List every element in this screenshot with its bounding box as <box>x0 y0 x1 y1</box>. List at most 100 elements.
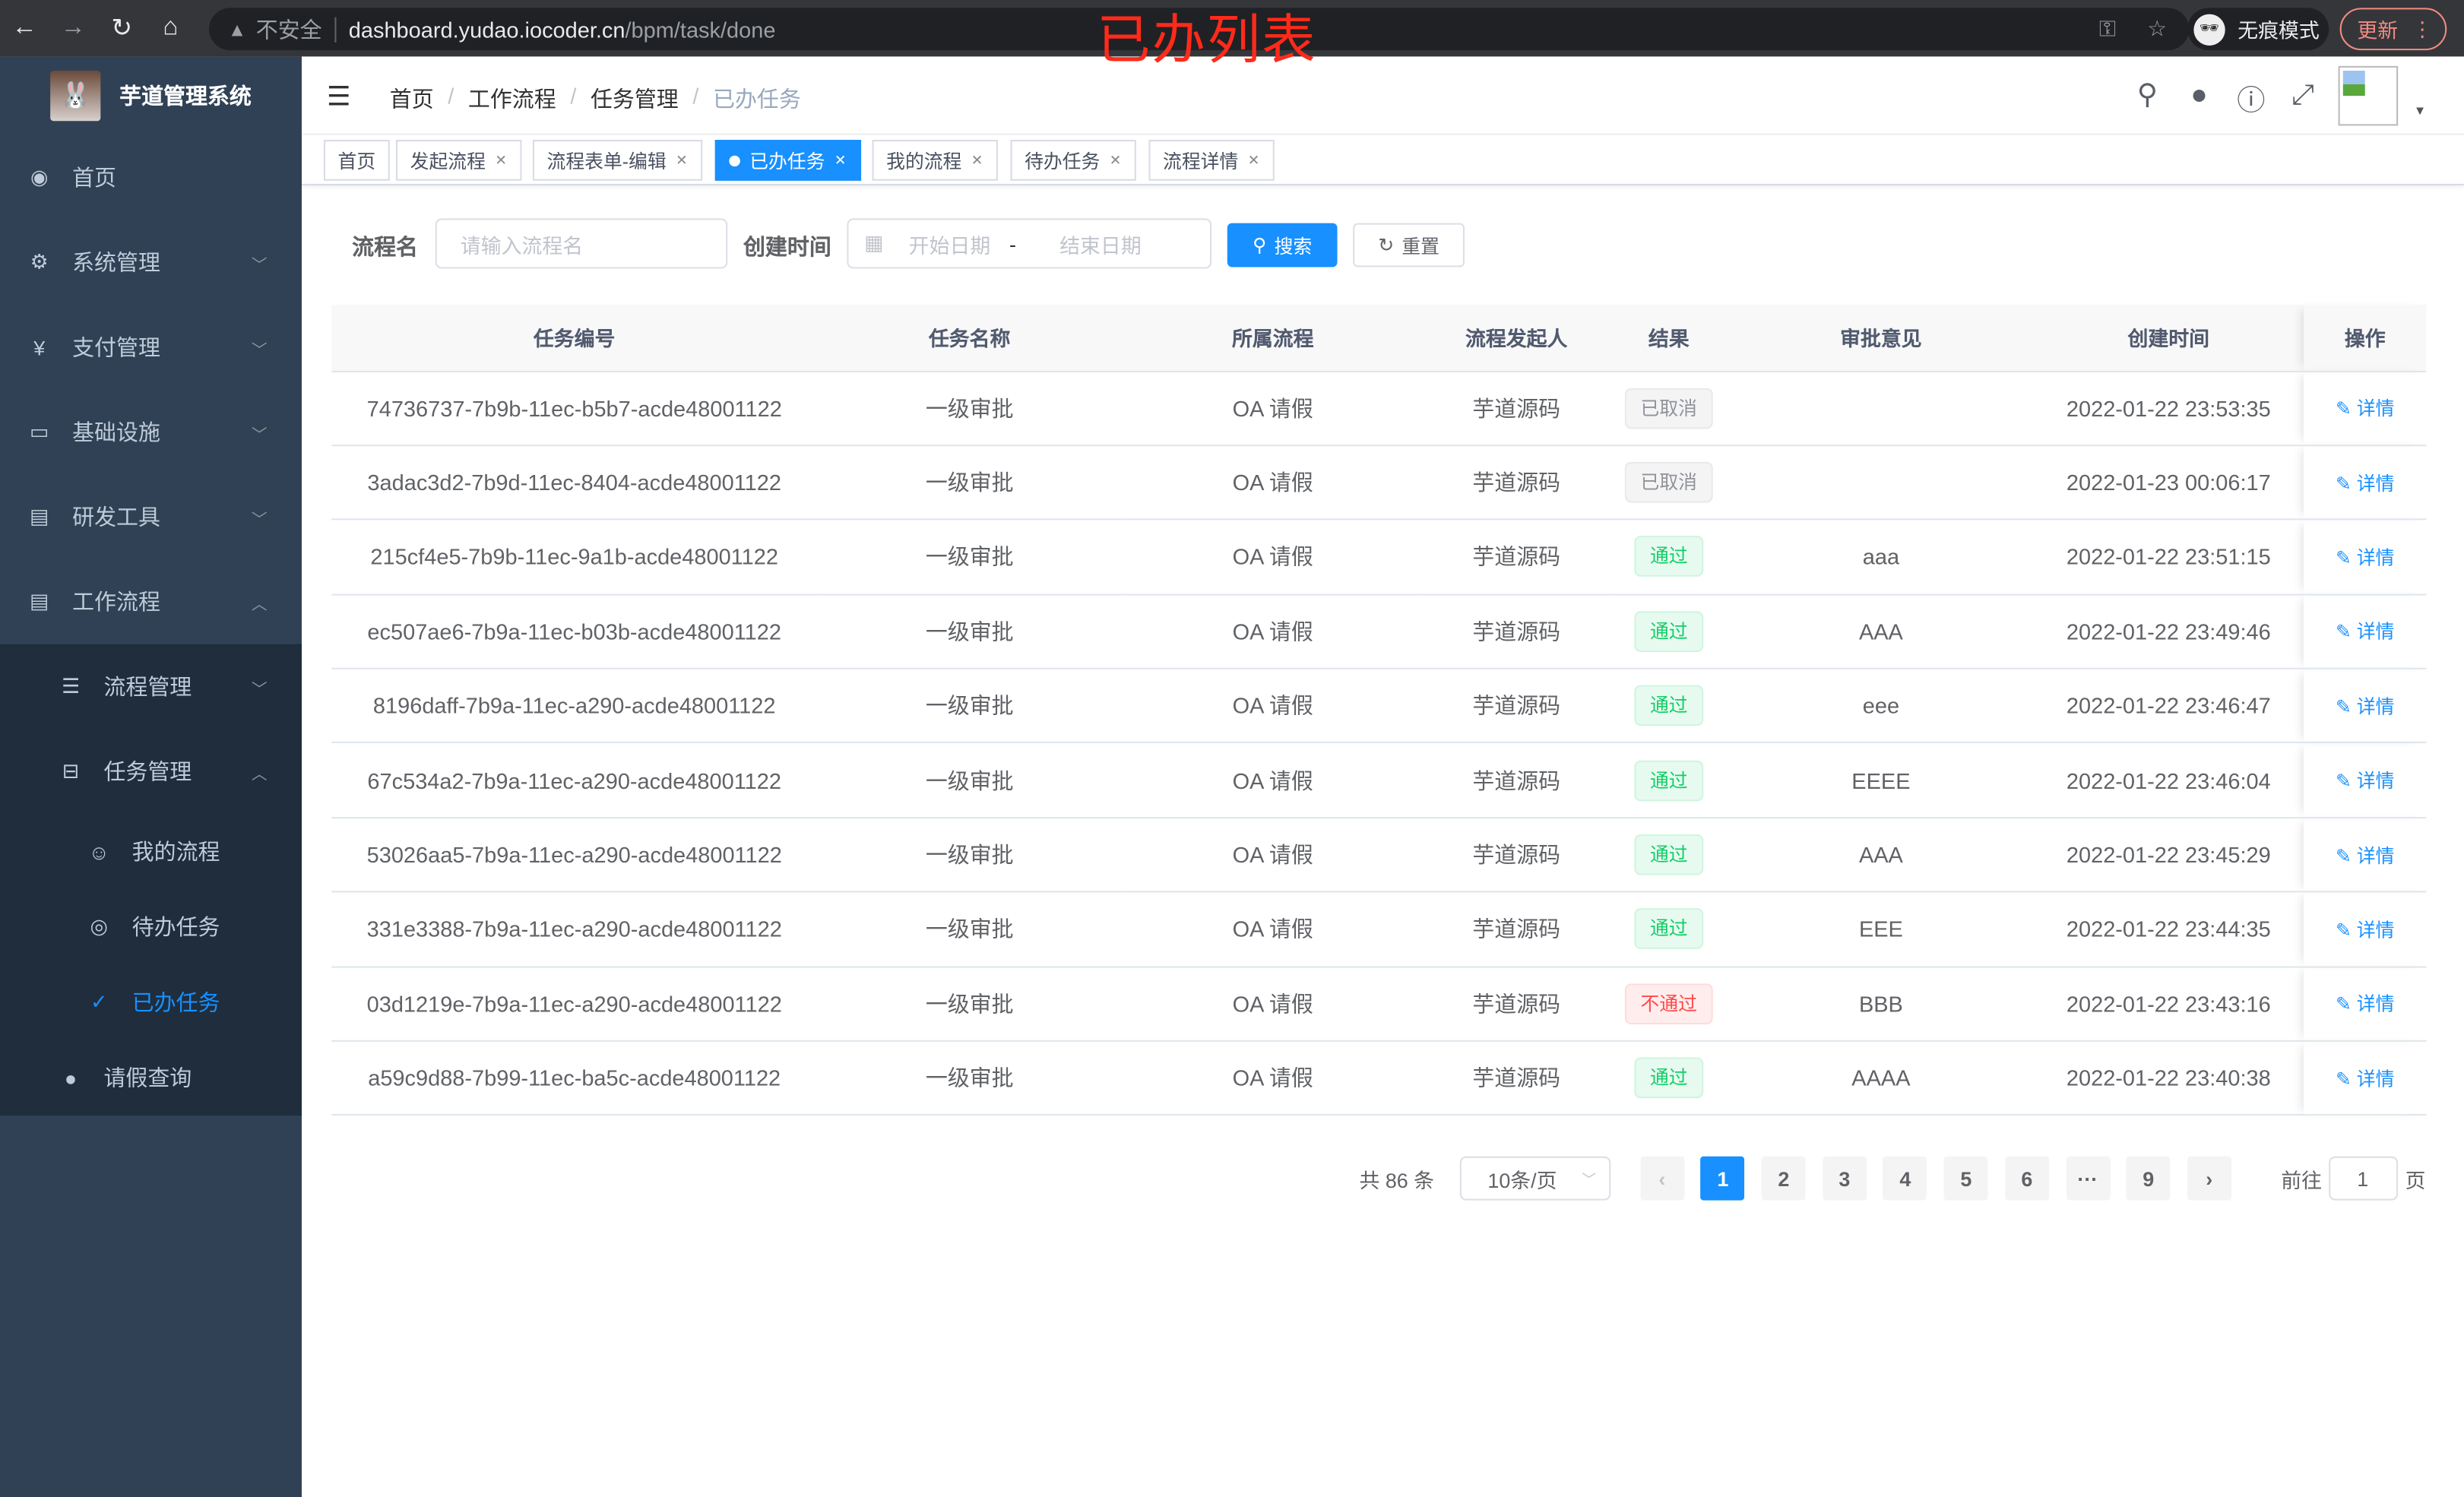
page-button[interactable]: 2 <box>1761 1156 1806 1201</box>
home-icon[interactable]: ⌂ <box>163 14 179 41</box>
menu-label: 待办任务 <box>131 914 220 940</box>
breadcrumb-item[interactable]: 工作流程 <box>467 86 556 112</box>
chevron-down-icon: ﹀ <box>251 257 268 274</box>
tag-process-detail[interactable]: 流程详情 ✕ <box>1148 140 1274 181</box>
create-time-cell: 2022-01-22 23:46:47 <box>2033 668 2304 744</box>
edit-icon: ✎ <box>2336 397 2352 420</box>
sidebar-item-leave[interactable]: ● 请假查询 <box>0 1040 302 1116</box>
page-button[interactable]: 9 <box>2126 1156 2171 1201</box>
reset-button[interactable]: ↻ 重置 <box>1353 223 1465 267</box>
end-date-input[interactable]: 结束日期 <box>1059 233 1142 258</box>
avatar[interactable] <box>2338 65 2399 126</box>
back-icon[interactable]: ← <box>11 14 37 41</box>
table-row: 331e3388-7b9a-11ec-a290-acde48001122 一级审批… <box>331 891 2427 967</box>
sidebar-item-done[interactable]: ✓ 已办任务 <box>0 965 302 1040</box>
forward-icon[interactable]: → <box>60 14 86 41</box>
tag-form-edit[interactable]: 流程表单-编辑 ✕ <box>532 140 702 181</box>
table-row: 53026aa5-7b9a-11ec-a290-acde48001122 一级审批… <box>331 817 2427 893</box>
close-icon[interactable]: ✕ <box>834 151 847 168</box>
close-icon[interactable]: ✕ <box>676 151 688 168</box>
detail-label: 详情 <box>2356 621 2395 644</box>
detail-link[interactable]: ✎ 详情 <box>2336 397 2394 419</box>
detail-link[interactable]: ✎ 详情 <box>2336 472 2394 494</box>
address-bar[interactable]: ▲ 不安全 dashboard.yudao.iocoder.cn/bpm/tas… <box>208 8 2190 51</box>
logo-image: 🐰 <box>50 71 101 122</box>
sidebar-item-system[interactable]: ⚙ 系统管理 ﹀ <box>0 220 302 305</box>
comment-cell: AAA <box>1728 817 2034 893</box>
column-header: 任务编号 <box>331 305 818 372</box>
tag-done-task[interactable]: 已办任务 ✕ <box>714 140 861 181</box>
sidebar-item-my-process[interactable]: ☺ 我的流程 <box>0 814 302 889</box>
table-row: 67c534a2-7b9a-11ec-a290-acde48001122 一级审批… <box>331 742 2427 818</box>
page-button[interactable]: 6 <box>2004 1156 2049 1201</box>
star-icon[interactable]: ☆ <box>2147 15 2168 41</box>
tag-todo[interactable]: 待办任务 ✕ <box>1010 140 1135 181</box>
action-cell: ✎ 详情 <box>2304 593 2427 669</box>
fullscreen-icon[interactable]: ⤢ <box>2291 78 2314 110</box>
tag-label: 待办任务 <box>1025 150 1101 172</box>
goto-page-input[interactable]: 1 <box>2328 1156 2398 1201</box>
detail-link[interactable]: ✎ 详情 <box>2336 770 2394 792</box>
page-button[interactable]: 3 <box>1822 1156 1867 1201</box>
github-icon[interactable]: ● <box>2190 78 2208 110</box>
page-button[interactable]: 4 <box>1883 1156 1927 1201</box>
detail-link[interactable]: ✎ 详情 <box>2336 919 2394 941</box>
caret-down-icon[interactable]: ▼ <box>2413 103 2427 119</box>
page-size-select[interactable]: 10条/页 ﹀ <box>1459 1156 1610 1201</box>
action-cell: ✎ 详情 <box>2304 891 2427 967</box>
column-header: 审批意见 <box>1728 305 2034 372</box>
next-page-button[interactable]: › <box>2187 1156 2231 1201</box>
page-button[interactable]: 1 <box>1700 1156 1745 1201</box>
close-icon[interactable]: ✕ <box>1109 151 1122 168</box>
logo[interactable]: 🐰 芋道管理系统 <box>0 56 302 135</box>
detail-link[interactable]: ✎ 详情 <box>2336 1068 2394 1090</box>
sidebar-item-home[interactable]: ◉ 首页 <box>0 135 302 220</box>
update-button[interactable]: 更新 ⋮ <box>2339 8 2447 51</box>
detail-link[interactable]: ✎ 详情 <box>2336 621 2394 643</box>
page-button[interactable]: 5 <box>1943 1156 1988 1201</box>
result-cell: 已取消 <box>1609 445 1729 521</box>
detail-link[interactable]: ✎ 详情 <box>2336 695 2394 717</box>
task-name-cell: 一级审批 <box>817 966 1123 1042</box>
table-row: 215cf4e5-7b9b-11ec-9a1b-acde48001122 一级审批… <box>331 519 2427 595</box>
close-icon[interactable]: ✕ <box>1247 151 1260 168</box>
hamburger-icon[interactable]: ☰ <box>327 81 351 112</box>
task-name-cell: 一级审批 <box>817 519 1123 595</box>
initiator-cell: 芋道源码 <box>1424 891 1610 967</box>
prev-page-button[interactable]: ‹ <box>1639 1156 1684 1201</box>
sidebar-item-pay[interactable]: ¥ 支付管理 ﹀ <box>0 305 302 390</box>
detail-link[interactable]: ✎ 详情 <box>2336 993 2394 1015</box>
task-id-cell: 03d1219e-7b9a-11ec-a290-acde48001122 <box>331 966 818 1042</box>
incognito-badge[interactable]: 🕶 无痕模式 <box>2187 8 2329 51</box>
reload-icon[interactable]: ↻ <box>111 15 133 43</box>
tag-home[interactable]: 首页 <box>323 140 390 181</box>
incognito-label: 无痕模式 <box>2238 18 2320 43</box>
page-button[interactable]: ··· <box>2065 1156 2110 1201</box>
tag-start-process[interactable]: 发起流程 ✕ <box>396 140 521 181</box>
sidebar-item-workflow[interactable]: ▤ 工作流程 ︿ <box>0 559 302 644</box>
column-header: 操作 <box>2304 305 2427 372</box>
sidebar-item-devtools[interactable]: ▤ 研发工具 ﹀ <box>0 474 302 559</box>
start-date-input[interactable]: 开始日期 <box>908 233 991 258</box>
done-task-table: 任务编号 任务名称 所属流程 流程发起人 结果 审批意见 创建时间 操作 74736737-7… <box>331 305 2427 1116</box>
close-icon[interactable]: ✕ <box>495 151 507 168</box>
search-icon[interactable]: ⚲ <box>2136 78 2158 110</box>
help-icon[interactable]: ⓘ <box>2237 84 2266 117</box>
breadcrumb-item[interactable]: 首页 <box>389 86 434 112</box>
key-icon[interactable]: ⚿ <box>2098 15 2116 41</box>
sidebar-item-task-manage[interactable]: ⊟ 任务管理 ︿ <box>0 729 302 814</box>
sidebar-item-infra[interactable]: ▭ 基础设施 ﹀ <box>0 390 302 475</box>
status-badge: 通过 <box>1634 759 1704 801</box>
sidebar-item-process-manage[interactable]: ☰ 流程管理 ﹀ <box>0 644 302 730</box>
result-cell: 通过 <box>1609 668 1729 744</box>
close-icon[interactable]: ✕ <box>971 151 983 168</box>
search-button[interactable]: ⚲ 搜索 <box>1227 223 1338 267</box>
comment-cell: AAA <box>1728 593 2034 669</box>
date-range-picker[interactable]: ▦ 开始日期 - 结束日期 <box>847 218 1212 269</box>
process-name-input[interactable]: 请输入流程名 <box>435 218 728 269</box>
detail-link[interactable]: ✎ 详情 <box>2336 844 2394 866</box>
tag-my-process[interactable]: 我的流程 ✕ <box>872 140 998 181</box>
sidebar-item-todo[interactable]: ◎ 待办任务 <box>0 889 302 964</box>
detail-link[interactable]: ✎ 详情 <box>2336 546 2394 568</box>
breadcrumb-item[interactable]: 任务管理 <box>590 86 679 112</box>
